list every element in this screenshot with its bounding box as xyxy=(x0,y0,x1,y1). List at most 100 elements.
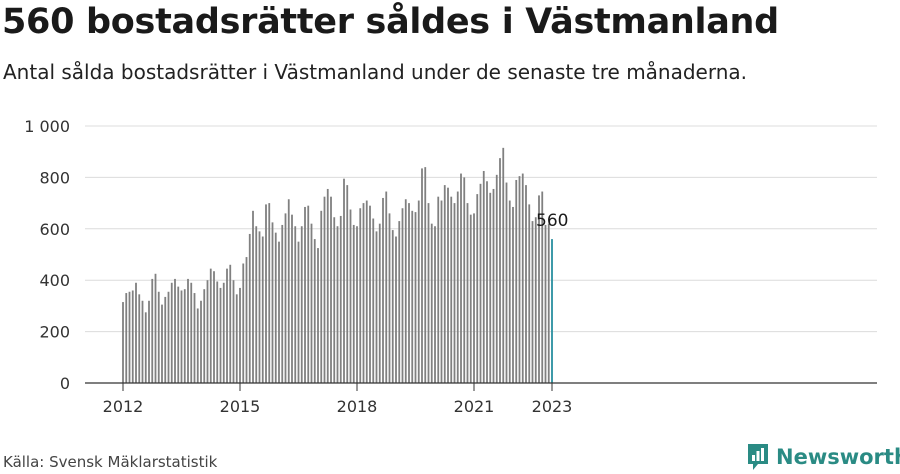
bar xyxy=(421,168,423,383)
bar xyxy=(131,290,134,383)
bar xyxy=(151,278,154,383)
bar xyxy=(317,248,319,383)
bar xyxy=(245,257,248,383)
bar xyxy=(388,213,391,383)
bar xyxy=(326,188,329,383)
bar xyxy=(128,291,131,383)
bar xyxy=(203,289,206,383)
bar xyxy=(391,230,394,383)
source-note: Källa: Svensk Mäklarstatistik xyxy=(3,453,218,471)
bar xyxy=(268,203,271,383)
bar xyxy=(177,286,180,383)
bar xyxy=(287,199,290,383)
bar xyxy=(369,205,371,383)
bar xyxy=(440,200,443,383)
bar xyxy=(408,203,410,383)
bar xyxy=(248,233,251,383)
x-tick-label: 2021 xyxy=(454,397,495,416)
bar xyxy=(492,188,495,383)
bar xyxy=(365,200,368,383)
bar xyxy=(216,281,219,383)
bar xyxy=(206,280,209,383)
bar xyxy=(265,204,267,383)
bar xyxy=(339,215,342,383)
bar xyxy=(411,210,414,383)
newsworthy-logo-icon xyxy=(748,444,768,470)
bar xyxy=(401,208,404,383)
bar xyxy=(170,282,173,383)
bar xyxy=(460,173,462,383)
bar xyxy=(505,182,508,383)
bar xyxy=(252,210,254,383)
bar xyxy=(144,312,147,383)
y-tick-label: 0 xyxy=(60,374,70,393)
bar xyxy=(398,221,401,383)
bar xyxy=(352,224,355,383)
y-tick-label: 800 xyxy=(39,168,70,187)
chart-title: 560 bostadsrätter såldes i Västmanland xyxy=(2,2,779,42)
bar xyxy=(222,282,225,383)
bar xyxy=(414,212,417,383)
bar xyxy=(502,147,505,383)
bar xyxy=(161,304,163,383)
newsworthy-brand[interactable]: Newsworthy xyxy=(746,442,900,472)
bar xyxy=(476,194,479,383)
brand-name: Newsworthy xyxy=(776,445,900,469)
bar xyxy=(508,200,511,383)
bar xyxy=(430,223,433,383)
bar xyxy=(349,209,352,383)
bar xyxy=(284,213,287,383)
bar xyxy=(135,282,137,383)
bar xyxy=(541,191,544,383)
y-tick-label: 1 000 xyxy=(24,117,70,136)
bar xyxy=(525,185,527,383)
bar xyxy=(359,208,362,383)
chart-subtitle: Antal sålda bostadsrätter i Västmanland … xyxy=(3,60,748,84)
bar xyxy=(213,271,215,383)
bar xyxy=(200,300,202,383)
bar xyxy=(125,293,128,383)
bar xyxy=(473,213,475,383)
y-tick-label: 400 xyxy=(39,271,70,290)
bar xyxy=(479,183,482,383)
bar xyxy=(434,226,436,383)
bar xyxy=(547,223,550,383)
bar xyxy=(174,278,176,383)
bar xyxy=(356,226,358,383)
bar xyxy=(538,195,540,383)
x-tick-label: 2015 xyxy=(220,397,261,416)
bar xyxy=(372,218,375,383)
bar xyxy=(551,239,553,383)
bar xyxy=(463,177,466,383)
bar xyxy=(190,282,193,383)
bar xyxy=(310,223,313,383)
bar xyxy=(534,217,537,383)
bar xyxy=(274,232,277,383)
bar xyxy=(495,174,498,383)
bar xyxy=(417,200,420,383)
bar xyxy=(447,187,449,383)
bar xyxy=(180,290,183,383)
bar xyxy=(281,224,284,383)
bar xyxy=(362,203,365,383)
bar xyxy=(333,217,336,383)
bar xyxy=(141,300,144,383)
bar xyxy=(499,158,501,383)
bar xyxy=(154,273,157,383)
bar xyxy=(427,203,430,383)
bar xyxy=(450,196,453,383)
bar xyxy=(336,226,339,383)
bar xyxy=(229,264,232,383)
bar xyxy=(278,241,280,383)
bar xyxy=(138,294,141,383)
bar xyxy=(297,241,300,383)
bar xyxy=(323,196,326,383)
bar xyxy=(469,214,472,383)
bar xyxy=(122,302,124,383)
bar xyxy=(482,170,485,383)
bar xyxy=(196,308,199,383)
bar xyxy=(443,185,446,383)
bar xyxy=(330,196,332,383)
bar xyxy=(424,167,427,383)
bar xyxy=(531,221,534,383)
